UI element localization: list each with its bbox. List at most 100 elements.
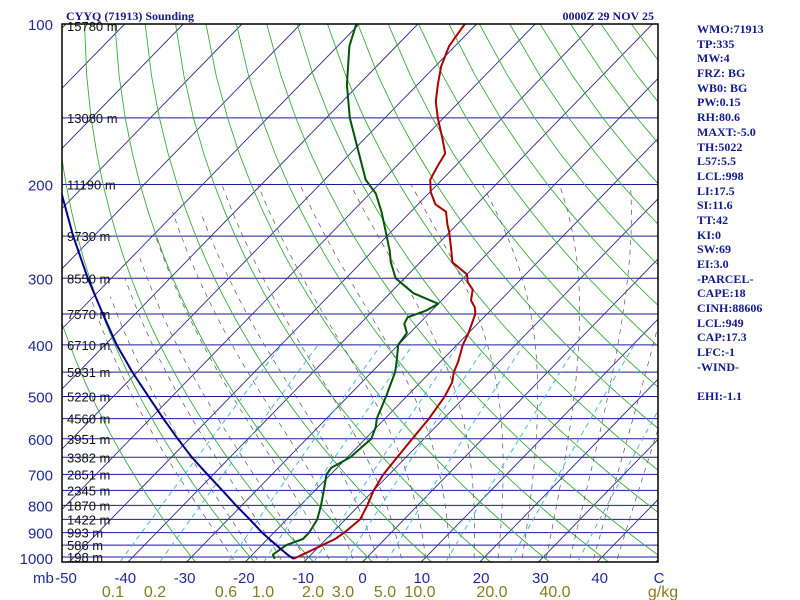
- height-label: 4560 m: [67, 412, 110, 427]
- height-label: 993 m: [67, 526, 103, 541]
- isotherm-line: [62, 24, 243, 210]
- dry-adiabat: [418, 24, 658, 347]
- stability-index-line: LI:17.5: [697, 183, 735, 198]
- height-label: 586 m: [67, 538, 103, 553]
- stability-index-line: L57:5.5: [697, 154, 736, 169]
- height-label: 7570 m: [67, 307, 110, 322]
- stability-index-line: EHI:-1.1: [697, 389, 742, 404]
- dry-adiabat: [479, 24, 658, 266]
- stability-index-line: TP:335: [697, 36, 735, 51]
- mixing-ratio-line: [228, 344, 382, 562]
- dry-adiabat: [144, 24, 433, 562]
- mixing-ratio-label: 3.0: [332, 584, 354, 600]
- stability-index-line: CAP:17.3: [697, 330, 747, 345]
- pressure-units-label: mb: [33, 570, 54, 587]
- stability-index-line: PW:0.15: [697, 95, 741, 110]
- isotherm-line: [62, 24, 67, 29]
- moist-adiabat: [221, 184, 403, 562]
- temperature-tick-label: 40: [591, 570, 608, 587]
- dry-adiabat: [62, 321, 197, 562]
- mixing-ratio-line: [313, 344, 459, 562]
- temperature-tick-label: 10: [413, 570, 430, 587]
- temperature-tick-label: -10: [292, 570, 314, 587]
- height-label: 1870 m: [67, 498, 110, 513]
- mixing-ratio-line: [577, 409, 658, 562]
- temperature-tick-label: 30: [532, 570, 549, 587]
- moist-adiabat: [349, 184, 475, 562]
- moist-adiabat: [257, 184, 427, 562]
- mixing-ratio-line: [159, 344, 319, 562]
- pressure-tick-label: 700: [28, 467, 53, 484]
- stability-index-line: MW:4: [697, 51, 730, 66]
- isotherm-line: [62, 24, 536, 510]
- moist-adiabat: [299, 184, 451, 562]
- height-label: 13080 m: [67, 111, 118, 126]
- pressure-tick-label: 500: [28, 390, 53, 407]
- mixing-ratio-label: 0.1: [102, 584, 124, 600]
- stability-index-line: SW:69: [697, 242, 732, 257]
- stability-index-line: WB0: BG: [697, 80, 748, 95]
- moist-adiabat: [592, 324, 658, 562]
- stability-index-line: MAXT:-5.0: [697, 124, 756, 139]
- dry-adiabat: [357, 24, 658, 429]
- isotherm-line: [479, 378, 658, 562]
- mixing-ratio-label: 40.0: [539, 584, 570, 600]
- height-label: 5931 m: [67, 365, 110, 380]
- height-label: 2345 m: [67, 483, 110, 498]
- stability-index-line: TT:42: [697, 212, 729, 227]
- stability-index-line: SI:11.6: [697, 198, 733, 213]
- height-label: 3951 m: [67, 432, 110, 447]
- temperature-tick-label: -50: [55, 570, 77, 587]
- height-label: 9730 m: [67, 229, 110, 244]
- dry-adiabat: [296, 24, 658, 513]
- stability-index-line: EI:3.0: [697, 257, 729, 271]
- stability-index-line: TH:5022: [697, 139, 743, 154]
- pressure-tick-label: 600: [28, 432, 53, 449]
- mixing-ratio-label: 5.0: [374, 584, 396, 600]
- moist-adiabat: [172, 211, 355, 562]
- dry-adiabat: [235, 24, 610, 562]
- pressure-tick-label: 800: [28, 498, 53, 515]
- moist-adiabat: [200, 211, 379, 562]
- height-label: 11190 m: [67, 177, 116, 192]
- stability-index-line: RH:80.6: [697, 110, 740, 125]
- stability-index-line: -WIND-: [697, 359, 739, 374]
- isotherm-line: [361, 258, 658, 562]
- isotherm-line: [244, 137, 658, 562]
- stability-index-line: LCL:949: [697, 315, 744, 330]
- isotherm-line: [537, 438, 658, 562]
- height-label: 6710 m: [67, 338, 110, 353]
- isotherm-line: [62, 24, 184, 150]
- moist-adiabat: [568, 184, 632, 562]
- moist-adiabat: [90, 296, 236, 562]
- chart-title: CYYQ (71913) Sounding: [66, 9, 194, 23]
- dry-adiabat: [205, 24, 551, 562]
- mixing-ratio-label: 0.6: [215, 584, 237, 600]
- height-label: 2851 m: [67, 467, 110, 482]
- pressure-tick-label: 900: [28, 526, 53, 543]
- mixing-ratio-line: [385, 344, 524, 562]
- dry-adiabat: [62, 156, 255, 562]
- grid-layer: [62, 24, 658, 562]
- stability-index-line: KI:0: [697, 227, 721, 242]
- isotherm-line: [62, 24, 477, 450]
- stability-indices-panel: WMO:71913 TP:335 MW:4 FRZ: BG WB0: BG PW:0.15…: [697, 22, 797, 404]
- dry-adiabat: [448, 24, 658, 306]
- height-label: 1422 m: [67, 512, 110, 527]
- stability-index-line: FRZ: BG: [697, 66, 746, 81]
- isotherm-line: [62, 24, 360, 330]
- temperature-tick-label: C: [654, 570, 665, 587]
- isotherm-line: [62, 24, 419, 390]
- dry-adiabat: [327, 24, 658, 471]
- temperature-tick-label: 20: [473, 570, 490, 587]
- dry-adiabat: [266, 24, 658, 556]
- dry-adiabat: [114, 24, 374, 562]
- isotherm-line: [185, 77, 658, 562]
- mixing-ratio-line: [509, 344, 635, 562]
- mixing-ratio-label: g/kg: [648, 584, 678, 600]
- dry-adiabat: [175, 24, 492, 562]
- series-layer: [62, 24, 477, 560]
- isotherm-line: [127, 24, 653, 562]
- pressure-tick-label: 400: [28, 338, 53, 355]
